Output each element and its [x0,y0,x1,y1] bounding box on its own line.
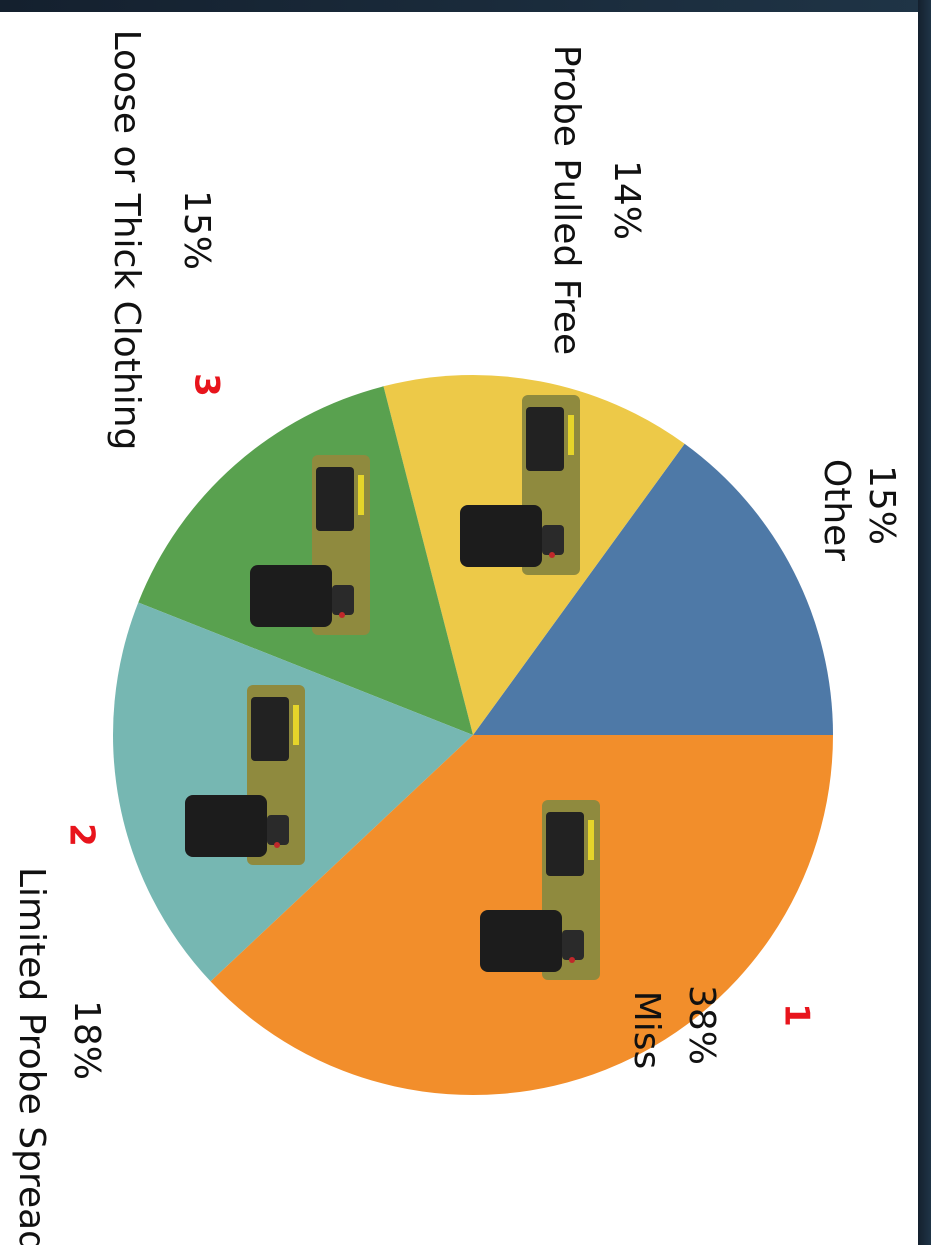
value-label: 14% [606,160,647,240]
slice-label: Miss [626,991,667,1070]
slice-label: Probe Pulled Free [546,45,587,355]
value-label: 38% [681,985,722,1065]
value-label: 15% [861,465,902,545]
value-label: 18% [66,1000,107,1080]
pie [112,375,833,1096]
slice-label: Loose or Thick Clothing [106,30,147,451]
top-bar [0,0,931,12]
pie-slice [138,386,474,735]
right-bar [918,0,931,1245]
rank-annotation: 1 [777,1003,817,1027]
slice-label: Other [816,459,857,561]
rank-annotation: 2 [62,823,102,847]
rank-annotation: 3 [187,373,227,397]
slice-label: Limited Probe Spread [11,867,52,1245]
pie-slice [473,443,833,735]
value-label: 15% [176,190,217,270]
